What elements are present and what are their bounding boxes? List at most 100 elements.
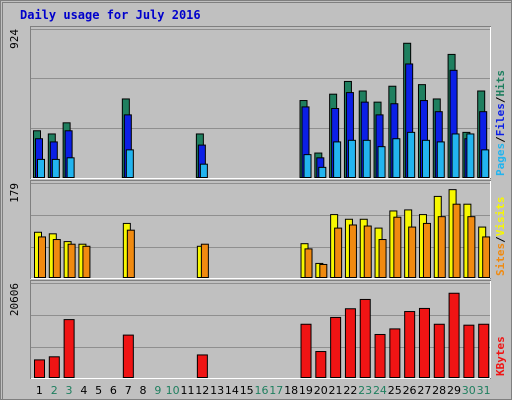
x-tick-label-day-21: 21 [329, 384, 343, 397]
x-tick-label-day-5: 5 [95, 384, 102, 397]
bar-kbytes-day-31 [478, 323, 490, 378]
x-tick-label-day-28: 28 [432, 384, 446, 397]
x-tick-label-day-20: 20 [314, 384, 328, 397]
bar-kbytes-day-12 [196, 354, 208, 379]
bar-sites-day-30 [467, 216, 476, 279]
bar-sites-day-2 [52, 239, 61, 279]
bar-kbytes-day-22 [344, 308, 356, 378]
x-tick-label-day-26: 26 [403, 384, 417, 397]
x-tick-label-day-12: 12 [195, 384, 209, 397]
bar-sites-day-20 [319, 263, 328, 279]
legend-separator: / [494, 136, 507, 143]
bar-kbytes-day-2 [48, 356, 60, 378]
legend-separator: / [494, 96, 507, 103]
bar-sites-day-7 [126, 229, 135, 278]
legend-item-sites: Sites [494, 243, 507, 276]
bar-kbytes-day-28 [433, 323, 445, 378]
bar-sites-day-27 [422, 222, 431, 278]
x-tick-label-day-11: 11 [180, 384, 194, 397]
x-tick-label-day-3: 3 [66, 384, 73, 397]
bar-kbytes-day-1 [34, 359, 45, 378]
x-tick-label-day-2: 2 [51, 384, 58, 397]
bar-sites-day-3 [67, 243, 76, 279]
x-tick-label-day-15: 15 [240, 384, 254, 397]
legend-item-files: Files [494, 103, 507, 136]
legend-item-hits: Hits [494, 70, 507, 97]
bar-pages-day-23 [362, 139, 371, 178]
bar-sites-day-29 [452, 203, 461, 278]
bar-pages-day-19 [303, 154, 312, 179]
bar-sites-day-23 [363, 225, 372, 279]
bar-sites-day-21 [334, 227, 343, 278]
x-tick-label-day-17: 17 [269, 384, 283, 397]
x-tick-label-day-10: 10 [166, 384, 180, 397]
bar-pages-day-31 [481, 149, 490, 178]
legend: Pages/Files/Hits [494, 70, 507, 176]
x-tick-label-day-31: 31 [477, 384, 491, 397]
bar-sites-day-25 [393, 216, 402, 278]
y-axis-max-label: 924 [8, 29, 21, 49]
bar-kbytes-day-24 [374, 333, 386, 379]
x-tick-label-day-1: 1 [36, 384, 43, 397]
x-tick-label-day-30: 30 [462, 384, 476, 397]
bar-sites-day-24 [378, 239, 387, 279]
bar-pages-day-2 [51, 158, 60, 178]
bar-pages-day-26 [407, 131, 416, 178]
bar-kbytes-day-29 [448, 292, 460, 378]
y-axis-max-label: 20606 [8, 283, 21, 316]
x-tick-label-day-16: 16 [255, 384, 269, 397]
x-tick-label-day-25: 25 [388, 384, 402, 397]
bar-kbytes-day-3 [63, 319, 75, 379]
bar-pages-day-12 [199, 163, 208, 179]
legend-item-kbytes: KBytes [494, 336, 507, 376]
legend-item-pages: Pages [494, 143, 507, 176]
bar-pages-day-30 [466, 133, 475, 178]
bar-pages-day-3 [66, 157, 75, 178]
bar-sites-day-31 [482, 236, 491, 279]
x-tick-label-day-7: 7 [125, 384, 132, 397]
y-axis-max-label: 179 [8, 183, 21, 203]
bar-sites-day-4 [82, 245, 91, 278]
x-tick-label-day-27: 27 [417, 384, 431, 397]
bar-pages-day-21 [333, 141, 342, 178]
bar-pages-day-22 [347, 139, 356, 178]
bar-sites-day-1 [38, 236, 46, 279]
x-tick-label-day-19: 19 [299, 384, 313, 397]
x-tick-label-day-13: 13 [210, 384, 224, 397]
x-tick-label-day-18: 18 [284, 384, 298, 397]
bar-kbytes-day-20 [315, 351, 327, 378]
bar-sites-day-26 [408, 226, 417, 278]
legend: Sites/Visits [494, 197, 507, 277]
bar-pages-day-24 [377, 146, 386, 179]
x-tick-label-day-14: 14 [225, 384, 239, 397]
x-tick-label-day-6: 6 [110, 384, 117, 397]
x-tick-label-day-8: 8 [140, 384, 147, 397]
bar-sites-day-22 [348, 224, 357, 279]
x-tick-label-day-22: 22 [343, 384, 357, 397]
bar-kbytes-day-27 [418, 307, 430, 378]
x-tick-label-day-24: 24 [373, 384, 387, 397]
bar-pages-day-28 [436, 141, 445, 178]
bar-kbytes-day-21 [330, 316, 342, 378]
bar-kbytes-day-30 [463, 324, 475, 378]
bar-pages-day-1 [37, 158, 45, 178]
x-tick-label-day-23: 23 [358, 384, 372, 397]
bar-sites-day-12 [200, 243, 209, 279]
legend: KBytes [494, 336, 507, 376]
bar-sites-day-28 [437, 216, 446, 279]
bar-kbytes-day-26 [404, 311, 416, 379]
legend-item-visits: Visits [494, 197, 507, 237]
bar-kbytes-day-19 [300, 323, 312, 378]
bar-pages-day-25 [392, 138, 401, 179]
x-tick-label-day-9: 9 [154, 384, 161, 397]
bar-pages-day-7 [125, 149, 134, 178]
x-tick-label-day-4: 4 [80, 384, 87, 397]
x-tick-label-day-29: 29 [447, 384, 461, 397]
bar-sites-day-19 [304, 248, 313, 278]
chart-title: Daily usage for July 2016 [20, 8, 201, 22]
bar-kbytes-day-25 [389, 328, 401, 378]
bar-pages-day-29 [451, 133, 460, 178]
bar-pages-day-20 [318, 166, 327, 178]
